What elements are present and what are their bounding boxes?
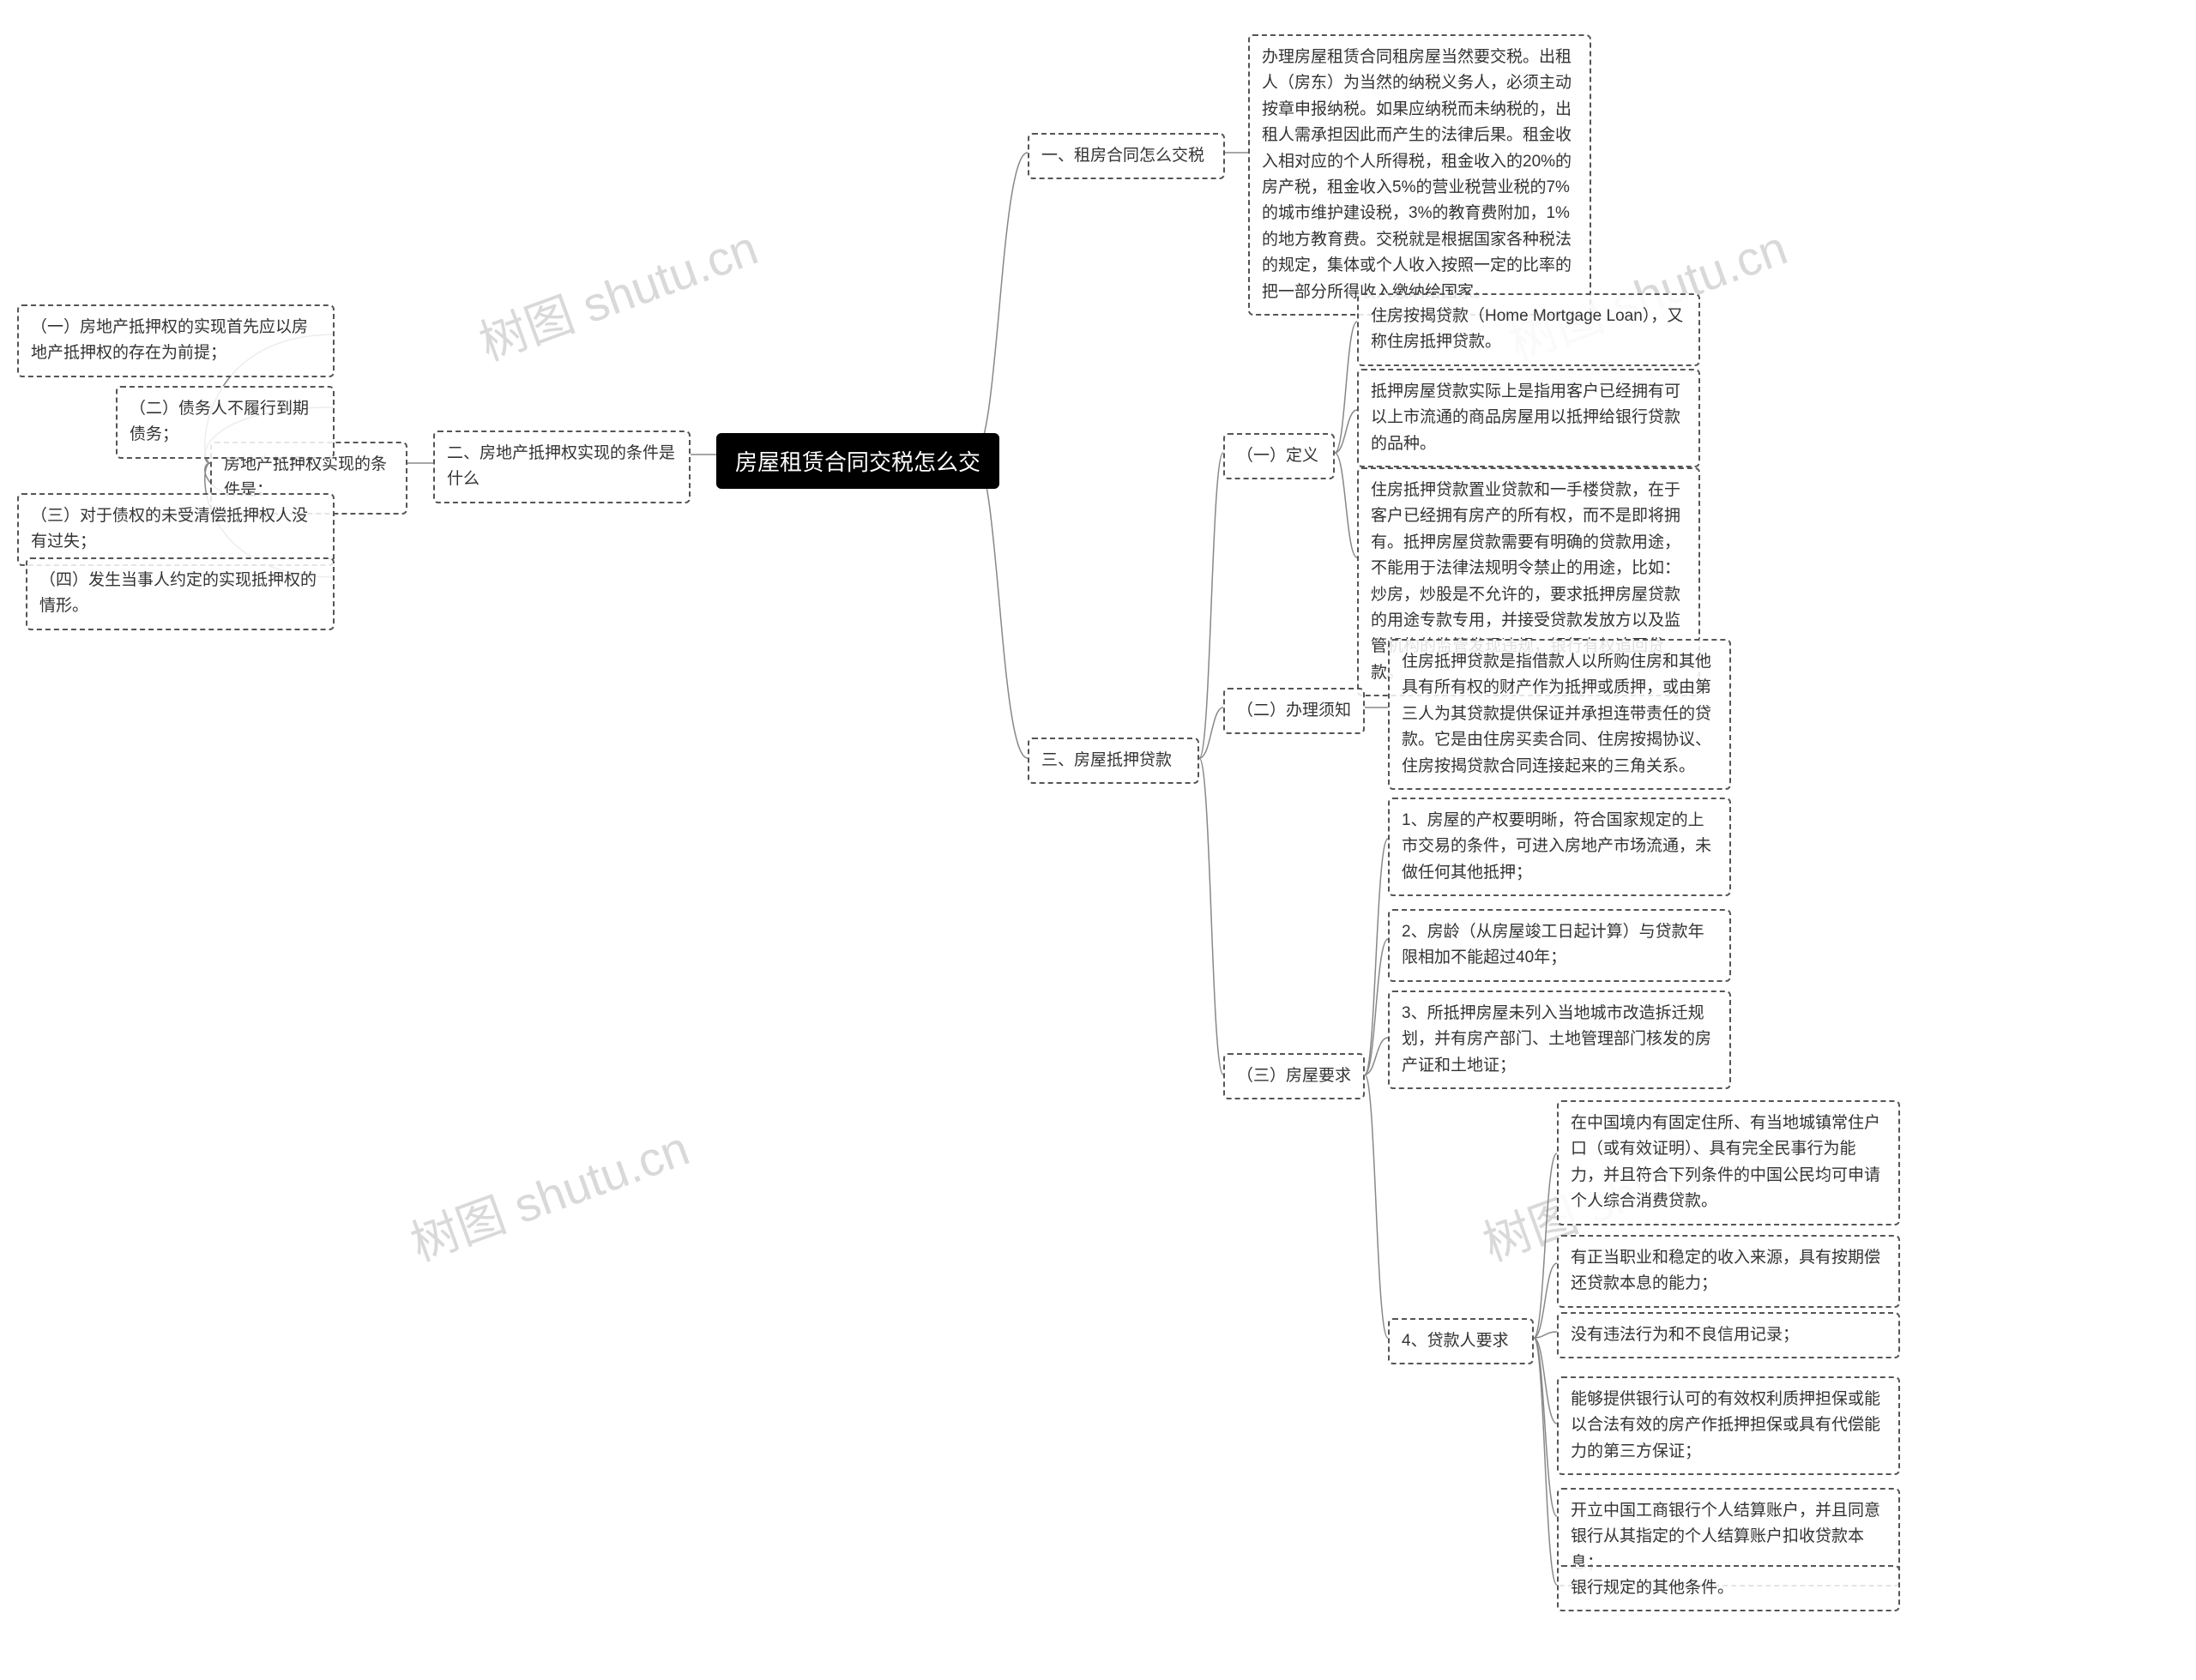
sec1-item-1: 住房按揭贷款（Home Mortgage Loan），又称住房抵押贷款。 [1357, 293, 1700, 366]
root-node: 房屋租赁合同交税怎么交 [716, 433, 999, 489]
sec3-item-3: 3、所抵押房屋未列入当地城市改造拆迁规划，并有房产部门、土地管理部门核发的房产证… [1388, 991, 1731, 1089]
branch-two-leaf-4: （四）发生当事人约定的实现抵押权的情形。 [26, 557, 335, 630]
watermark: 树图 shutu.cn [468, 209, 766, 374]
sec4-item-4: 能够提供银行认可的有效权利质押担保或能以合法有效的房产作抵押担保或具有代偿能力的… [1557, 1376, 1900, 1475]
sec3-title: （三）房屋要求 [1223, 1053, 1365, 1099]
branch-three-title: 三、房屋抵押贷款 [1028, 738, 1199, 784]
sec3-item-1: 1、房屋的产权要明晰，符合国家规定的上市交易的条件，可进入房地产市场流通，未做任… [1388, 798, 1731, 896]
branch-two-leaf-1: （一）房地产抵押权的实现首先应以房地产抵押权的存在为前提； [17, 304, 335, 377]
sec4-item-1: 在中国境内有固定住所、有当地城镇常住户口（或有效证明）、具有完全民事行为能力，并… [1557, 1100, 1900, 1225]
sec4-item-3: 没有违法行为和不良信用记录； [1557, 1312, 1900, 1358]
sec3-item-2: 2、房龄（从房屋竣工日起计算）与贷款年限相加不能超过40年； [1388, 909, 1731, 982]
sec4-item-2: 有正当职业和稳定的收入来源，具有按期偿还贷款本息的能力； [1557, 1235, 1900, 1308]
sec4-title: 4、贷款人要求 [1388, 1318, 1534, 1364]
watermark: 树图 shutu.cn [400, 1110, 697, 1274]
branch-one-content: 办理房屋租赁合同租房屋当然要交税。出租人（房东）为当然的纳税义务人，必须主动按章… [1248, 34, 1591, 316]
branch-two-leaf-2: （二）债务人不履行到期债务； [116, 386, 335, 459]
sec4-item-6: 银行规定的其他条件。 [1557, 1565, 1900, 1611]
branch-two-leaf-3: （三）对于债权的未受清偿抵押权人没有过失； [17, 493, 335, 566]
sec1-item-2: 抵押房屋贷款实际上是指用客户已经拥有可以上市流通的商品房屋用以抵押给银行贷款的品… [1357, 369, 1700, 467]
branch-one-title: 一、租房合同怎么交税 [1028, 133, 1225, 179]
sec2-content: 住房抵押贷款是指借款人以所购住房和其他具有所有权的财产作为抵押或质押，或由第三人… [1388, 639, 1731, 790]
sec2-title: （二）办理须知 [1223, 688, 1365, 734]
branch-two-title: 二、房地产抵押权实现的条件是什么 [433, 431, 691, 503]
sec1-title: （一）定义 [1223, 433, 1335, 479]
